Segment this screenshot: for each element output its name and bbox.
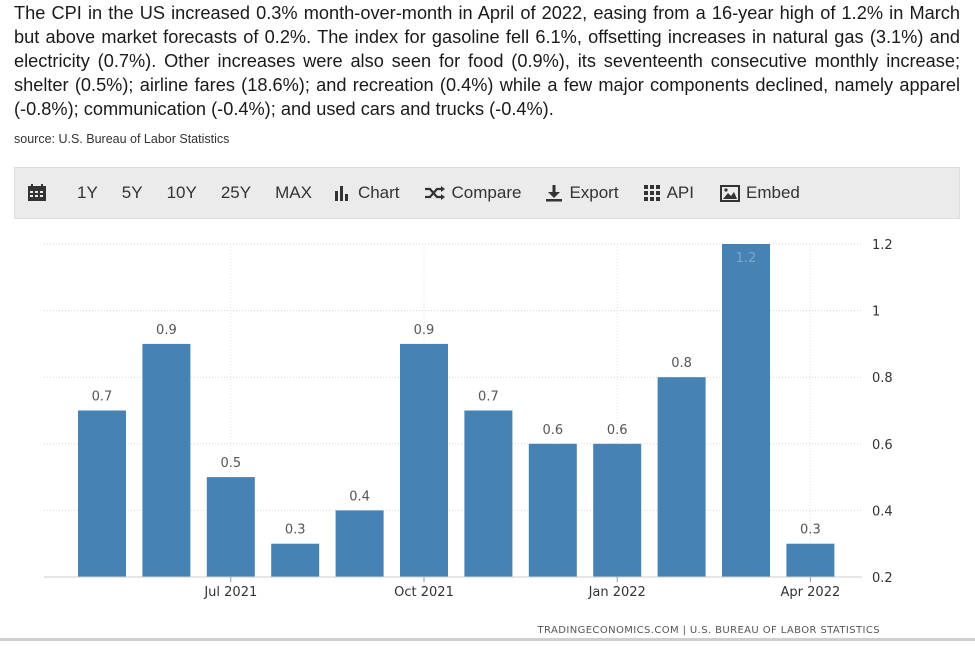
chart-toolbar: 1Y 5Y 10Y 25Y MAX Chart xyxy=(14,167,960,219)
export-button[interactable]: Export xyxy=(529,168,626,218)
x-tick-label: Jul 2021 xyxy=(203,585,257,600)
compare-label: Compare xyxy=(451,183,522,202)
embed-label: Embed xyxy=(745,183,800,202)
bar xyxy=(786,543,835,577)
chart-widget: 1Y 5Y 10Y 25Y MAX Chart xyxy=(14,167,960,641)
x-tick-label: Apr 2022 xyxy=(781,585,841,600)
x-tick-label: Jan 2022 xyxy=(588,585,646,600)
data-label: 1.2 xyxy=(736,251,757,266)
range-5y-button[interactable]: 5Y xyxy=(121,183,143,202)
range-10y-button[interactable]: 10Y xyxy=(166,183,197,202)
shuffle-icon xyxy=(424,185,446,201)
data-label: 0.5 xyxy=(220,456,241,471)
calendar-button[interactable] xyxy=(15,168,65,218)
bar xyxy=(464,410,513,577)
data-label: 0.7 xyxy=(478,390,499,405)
chart-type-button[interactable]: Chart xyxy=(326,168,408,218)
range-max-button[interactable]: MAX xyxy=(275,183,312,202)
bar xyxy=(271,543,320,577)
bar xyxy=(400,343,448,577)
data-label: 0.9 xyxy=(414,323,435,338)
y-tick-label: 0.6 xyxy=(872,438,893,453)
y-tick-label: 0.8 xyxy=(872,371,893,386)
data-label: 0.8 xyxy=(671,356,692,371)
data-label: 0.6 xyxy=(607,423,628,438)
chart-type-label: Chart xyxy=(357,183,400,202)
export-label: Export xyxy=(569,183,619,202)
data-label: 0.6 xyxy=(542,423,563,438)
bar xyxy=(722,244,770,577)
y-tick-label: 1.2 xyxy=(872,238,893,253)
bar xyxy=(657,377,706,577)
bar xyxy=(206,477,255,577)
data-label: 0.7 xyxy=(92,390,113,405)
data-label: 0.9 xyxy=(156,323,177,338)
x-tick-label: Oct 2021 xyxy=(394,585,454,600)
bar xyxy=(528,443,577,577)
api-button[interactable]: API xyxy=(627,168,702,218)
range-1y-button[interactable]: 1Y xyxy=(77,183,98,202)
bar xyxy=(335,510,384,577)
y-tick-label: 0.4 xyxy=(872,504,893,519)
calendar-icon xyxy=(27,184,47,202)
bar xyxy=(593,443,642,577)
y-tick-label: 0.2 xyxy=(872,571,893,586)
description-text: The CPI in the US increased 0.3% month-o… xyxy=(14,3,960,119)
source-text: source: U.S. Bureau of Labor Statistics xyxy=(14,132,230,146)
range-25y-button[interactable]: 25Y xyxy=(220,183,252,202)
embed-button[interactable]: Embed xyxy=(702,168,808,218)
data-label: 0.4 xyxy=(349,489,370,504)
footer-divider xyxy=(0,638,975,641)
data-label: 0.3 xyxy=(800,523,821,538)
y-tick-label: 1 xyxy=(872,305,880,320)
grid-icon xyxy=(643,184,661,202)
bar-chart: 0.2 0.4 0.6 0.8 1 1.2 0.7 0.9 0.5 0.3 0.4 0.9 0.7 0.6… xyxy=(44,238,893,636)
image-icon xyxy=(719,184,740,202)
api-label: API xyxy=(666,183,694,202)
bar xyxy=(78,410,126,577)
bar-chart-icon xyxy=(334,185,352,201)
compare-button[interactable]: Compare xyxy=(408,168,530,218)
bar xyxy=(142,343,191,577)
credit-text: TRADINGECONOMICS.COM | U.S. BUREAU OF LA… xyxy=(537,625,880,636)
chart-area: 0.2 0.4 0.6 0.8 1 1.2 0.7 0.9 0.5 0.3 0.4 0.9 0.7 0.6… xyxy=(14,219,960,641)
download-icon xyxy=(545,184,563,202)
data-label: 0.3 xyxy=(285,523,306,538)
